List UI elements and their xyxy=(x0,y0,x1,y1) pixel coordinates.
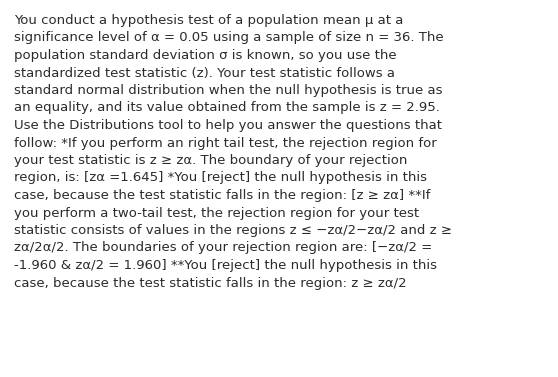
Text: You conduct a hypothesis test of a population mean μ at a
significance level of : You conduct a hypothesis test of a popul… xyxy=(14,14,452,290)
